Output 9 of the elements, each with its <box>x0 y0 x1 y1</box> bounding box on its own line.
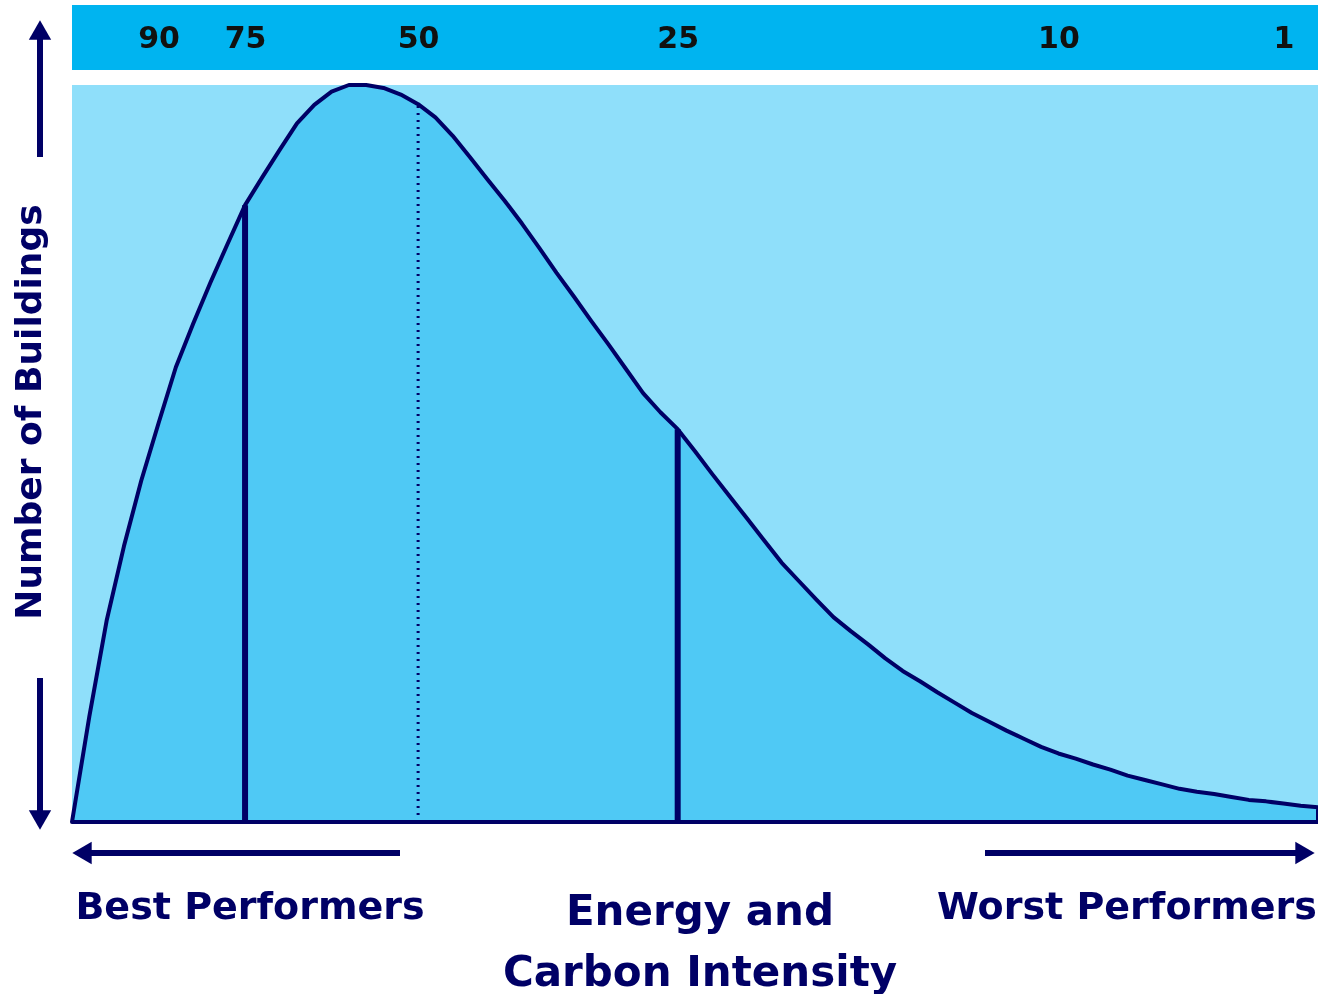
x-tick-label: 90 <box>138 19 180 55</box>
x-tick-label: 50 <box>397 19 440 55</box>
text: Worst Performers <box>937 884 1317 928</box>
x-tick-label: 1 <box>1273 19 1295 55</box>
y-axis-title: Number of Buildings <box>8 204 49 620</box>
x-tick-label: 75 <box>224 19 267 55</box>
x-tick-label: 25 <box>657 19 700 55</box>
text: Best Performers <box>75 884 425 928</box>
x-tick-label: 10 <box>1038 19 1080 55</box>
